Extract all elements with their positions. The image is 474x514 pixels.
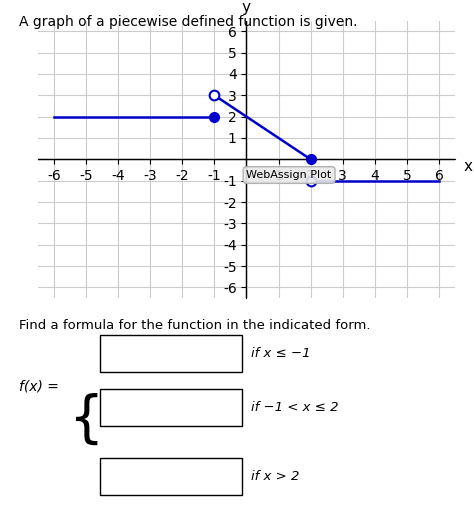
Text: if −1 < x ≤ 2: if −1 < x ≤ 2 — [251, 400, 339, 414]
Text: if x > 2: if x > 2 — [251, 470, 300, 484]
Text: A graph of a piecewise defined function is given.: A graph of a piecewise defined function … — [19, 15, 357, 29]
Text: WebAssign Plot: WebAssign Plot — [246, 170, 332, 180]
Text: f(x) =: f(x) = — [19, 379, 59, 394]
Y-axis label: y: y — [242, 0, 251, 15]
FancyBboxPatch shape — [100, 335, 242, 372]
Text: if x ≤ −1: if x ≤ −1 — [251, 347, 311, 360]
Text: {: { — [68, 392, 103, 447]
Text: Find a formula for the function in the indicated form.: Find a formula for the function in the i… — [19, 319, 371, 332]
FancyBboxPatch shape — [100, 458, 242, 495]
X-axis label: x: x — [464, 159, 473, 174]
FancyBboxPatch shape — [100, 389, 242, 426]
